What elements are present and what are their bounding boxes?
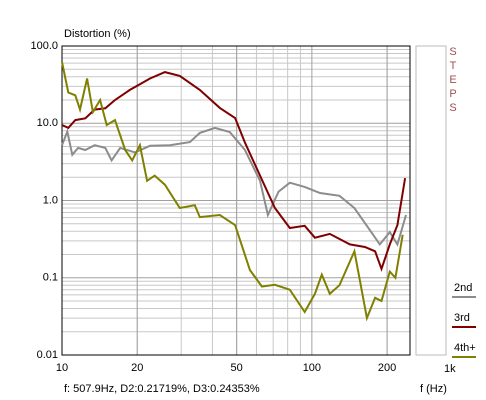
series-line: [61, 61, 404, 322]
x-tick-label: 100: [303, 362, 321, 374]
y-tick-label: 1.0: [43, 194, 58, 206]
y-tick-label: 0.1: [43, 272, 58, 284]
x-tick-label: 200: [378, 362, 396, 374]
x-end-label: 1k: [444, 363, 456, 375]
side-panel: [415, 45, 447, 356]
x-tick-label: 10: [56, 362, 68, 374]
readout: f: 507.9Hz, D2:0.21719%, D3:0.24353%: [64, 383, 260, 395]
series-line: [61, 71, 407, 272]
plot-frame: [61, 45, 411, 356]
x-tick-label: 50: [231, 362, 243, 374]
x-axis-label: f (Hz): [420, 383, 447, 395]
y-tick-label: 0.01: [37, 349, 58, 361]
x-tick-label: 20: [131, 362, 143, 374]
legend-label: 3rd: [454, 312, 470, 324]
chart-title: Distortion (%): [64, 28, 131, 40]
y-tick-label: 100.0: [30, 40, 58, 52]
legend-label: 4th+: [454, 342, 476, 354]
series-line: [61, 126, 407, 247]
y-tick-label: 10.0: [37, 117, 58, 129]
legend-label: 2nd: [454, 282, 472, 294]
